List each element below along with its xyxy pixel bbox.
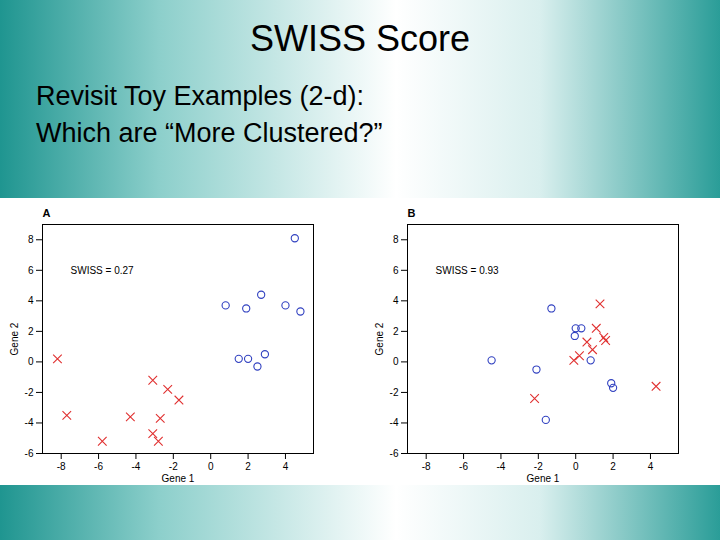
svg-text:4: 4 xyxy=(393,295,399,306)
svg-text:-6: -6 xyxy=(390,448,399,459)
svg-text:-2: -2 xyxy=(534,461,543,472)
svg-text:0: 0 xyxy=(28,356,34,367)
svg-text:SWISS = 0.93: SWISS = 0.93 xyxy=(436,265,500,276)
html-text:Which are “More Clustered?”: Which are “More Clustered?” xyxy=(36,118,383,148)
svg-text:-2: -2 xyxy=(390,387,399,398)
svg-text:0: 0 xyxy=(208,461,214,472)
svg-text:0: 0 xyxy=(393,356,399,367)
svg-text:2: 2 xyxy=(245,461,251,472)
svg-text:-4: -4 xyxy=(496,461,505,472)
svg-text:-4: -4 xyxy=(390,417,399,428)
svg-text:-4: -4 xyxy=(25,417,34,428)
svg-text:6: 6 xyxy=(393,265,399,276)
svg-text:2: 2 xyxy=(393,326,399,337)
svg-text:Gene 1: Gene 1 xyxy=(527,473,560,484)
svg-text:B: B xyxy=(408,207,416,219)
svg-text:8: 8 xyxy=(393,234,399,245)
svg-text:4: 4 xyxy=(283,461,289,472)
svg-text:-6: -6 xyxy=(459,461,468,472)
svg-text:-4: -4 xyxy=(131,461,140,472)
svg-text:4: 4 xyxy=(648,461,654,472)
svg-text:-2: -2 xyxy=(25,387,34,398)
svg-text:6: 6 xyxy=(28,265,34,276)
svg-text:0: 0 xyxy=(573,461,579,472)
html-text:SWISS Score: SWISS Score xyxy=(250,18,470,59)
html-text:Revisit Toy Examples (2-d):: Revisit Toy Examples (2-d): xyxy=(36,81,365,111)
svg-text:Gene 2: Gene 2 xyxy=(9,322,20,355)
svg-text:-2: -2 xyxy=(169,461,178,472)
svg-text:2: 2 xyxy=(28,326,34,337)
svg-text:Gene 1: Gene 1 xyxy=(162,473,195,484)
svg-text:4: 4 xyxy=(28,295,34,306)
svg-text:A: A xyxy=(43,207,51,219)
svg-text:-6: -6 xyxy=(25,448,34,459)
svg-text:Gene 2: Gene 2 xyxy=(374,322,385,355)
svg-text:SWISS = 0.27: SWISS = 0.27 xyxy=(71,265,135,276)
svg-text:-8: -8 xyxy=(57,461,66,472)
svg-text:-6: -6 xyxy=(94,461,103,472)
svg-text:2: 2 xyxy=(610,461,616,472)
svg-text:8: 8 xyxy=(28,234,34,245)
svg-text:-8: -8 xyxy=(422,461,431,472)
